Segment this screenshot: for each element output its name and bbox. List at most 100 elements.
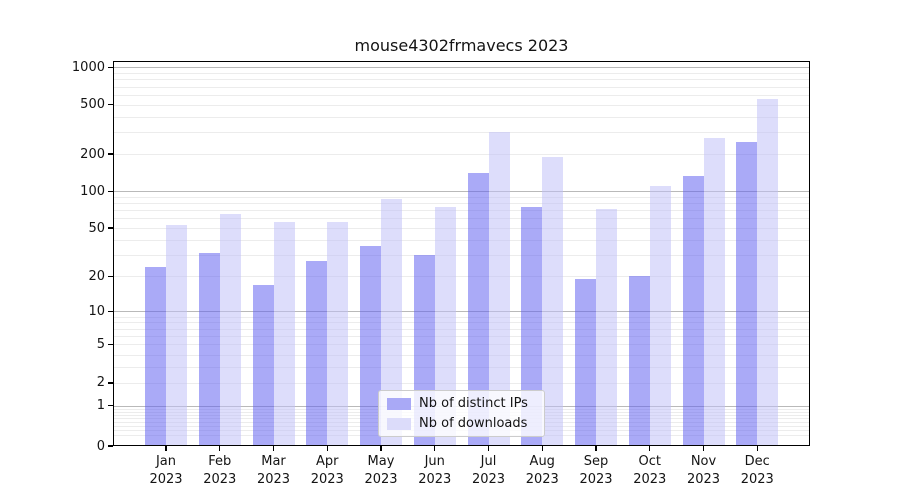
bar-distinct-ips: [682, 176, 704, 446]
y-tick-label: 1: [96, 398, 105, 414]
x-tick-mark: [649, 446, 651, 451]
x-tick-label: Aug 2023: [525, 454, 559, 487]
bar-downloads: [381, 199, 402, 446]
minor-gridline: [113, 276, 810, 278]
bar-distinct-ips: [628, 276, 650, 446]
minor-gridline: [113, 104, 810, 106]
x-tick-label: Jan 2023: [149, 454, 183, 487]
bar-downloads: [488, 132, 510, 446]
y-tick-mark: [108, 382, 113, 384]
x-tick-label: Feb 2023: [203, 454, 237, 487]
bar-downloads: [434, 206, 456, 446]
x-tick-mark: [326, 446, 328, 451]
bar-distinct-ips: [306, 260, 328, 446]
bar-distinct-ips: [521, 206, 543, 446]
bar-downloads: [166, 225, 187, 446]
minor-gridline: [113, 79, 810, 81]
minor-gridline: [113, 203, 810, 205]
y-tick-mark: [108, 343, 113, 346]
x-tick-label: Jun 2023: [418, 454, 452, 487]
x-tick-mark: [272, 446, 275, 451]
legend: Nb of distinct IPs Nb of downloads: [378, 390, 545, 437]
x-tick-mark: [756, 446, 758, 451]
minor-gridline: [113, 336, 810, 338]
bar-downloads: [757, 99, 779, 446]
y-tick-mark: [108, 153, 113, 155]
x-tick-mark: [380, 446, 382, 451]
legend-swatch-downloads-icon: [387, 417, 411, 430]
minor-gridline: [113, 116, 810, 118]
y-tick-mark: [108, 104, 113, 106]
x-tick-mark: [595, 446, 597, 451]
bar-downloads: [542, 156, 564, 446]
bar-distinct-ips: [467, 173, 489, 446]
x-tick-label: Oct 2023: [633, 454, 667, 487]
bar-distinct-ips: [252, 284, 274, 446]
major-gridline: [113, 191, 810, 193]
minor-gridline: [113, 354, 810, 356]
legend-label-downloads: Nb of downloads: [419, 416, 528, 431]
x-tick-label: Nov 2023: [686, 454, 721, 487]
minor-gridline: [113, 132, 810, 134]
bar-distinct-ips: [198, 253, 220, 446]
y-tick-mark: [108, 310, 113, 313]
y-tick-label: 2: [96, 375, 105, 391]
y-tick-mark: [108, 275, 113, 277]
minor-gridline: [113, 328, 810, 330]
x-tick-mark: [487, 446, 490, 451]
minor-gridline: [113, 382, 810, 384]
y-tick-mark: [108, 404, 113, 407]
x-tick-mark: [434, 446, 436, 451]
y-tick-mark: [108, 445, 113, 447]
major-gridline: [113, 67, 810, 69]
minor-gridline: [113, 154, 810, 156]
y-tick-label: 100: [80, 183, 105, 199]
x-tick-mark: [702, 446, 705, 451]
legend-item-distinct-ips: Nb of distinct IPs: [387, 396, 536, 411]
y-tick-mark: [108, 190, 113, 192]
y-tick-label: 5: [96, 336, 105, 352]
minor-gridline: [113, 255, 810, 257]
x-tick-mark: [541, 446, 543, 451]
bar-downloads: [327, 222, 349, 446]
y-tick-label: 10: [88, 303, 105, 319]
y-tick-label: 500: [80, 97, 105, 113]
chart-title: mouse4302frmavecs 2023: [354, 36, 569, 55]
y-tick-label: 1000: [71, 59, 105, 75]
bar-downloads: [649, 186, 671, 446]
y-tick-label: 20: [88, 268, 105, 284]
minor-gridline: [113, 239, 810, 241]
y-tick-mark: [108, 227, 113, 229]
y-tick-label: 0: [96, 438, 105, 454]
x-tick-label: Dec 2023: [740, 454, 774, 487]
minor-gridline: [113, 196, 810, 198]
bar-distinct-ips: [360, 245, 381, 446]
y-tick-label: 200: [80, 146, 105, 162]
x-tick-label: Mar 2023: [256, 454, 291, 487]
y-tick-label: 50: [88, 220, 105, 236]
plot-area: [113, 61, 810, 446]
x-tick-label: Apr 2023: [310, 454, 344, 487]
legend-swatch-distinct-ips-icon: [387, 397, 411, 410]
bar-downloads: [703, 137, 725, 446]
bar-distinct-ips: [575, 278, 596, 446]
minor-gridline: [113, 322, 810, 324]
minor-gridline: [113, 94, 810, 96]
minor-gridline: [113, 228, 810, 230]
minor-gridline: [113, 344, 810, 346]
minor-gridline: [113, 366, 810, 368]
x-tick-label: Jul 2023: [471, 454, 506, 487]
minor-gridline: [113, 218, 810, 220]
legend-item-downloads: Nb of downloads: [387, 416, 536, 431]
x-tick-label: May 2023: [364, 454, 398, 487]
legend-label-distinct-ips: Nb of distinct IPs: [419, 396, 528, 411]
x-tick-mark: [165, 446, 167, 451]
minor-gridline: [113, 73, 810, 75]
x-tick-label: Sep 2023: [579, 454, 613, 487]
minor-gridline: [113, 86, 810, 88]
bar-distinct-ips: [145, 266, 166, 446]
bar-distinct-ips: [736, 142, 758, 446]
bar-downloads: [219, 214, 241, 446]
major-gridline: [113, 311, 810, 313]
